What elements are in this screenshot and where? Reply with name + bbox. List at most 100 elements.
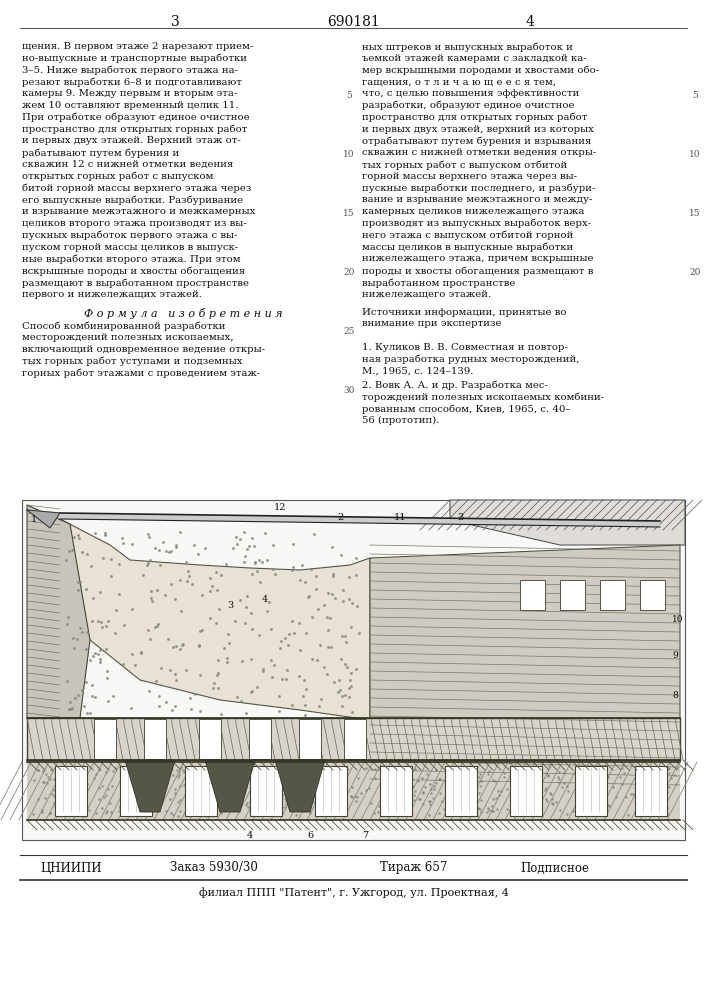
Text: 2: 2 <box>337 514 343 522</box>
Polygon shape <box>450 500 685 545</box>
Text: 9: 9 <box>672 650 678 660</box>
Text: разработки, образуют единое очистное: разработки, образуют единое очистное <box>362 101 575 110</box>
Text: производят из выпускных выработок верх-: производят из выпускных выработок верх- <box>362 219 591 229</box>
Text: ЦНИИПИ: ЦНИИПИ <box>40 861 102 874</box>
Polygon shape <box>27 505 90 718</box>
Text: 2. Вовк А. А. и др. Разработка мес-: 2. Вовк А. А. и др. Разработка мес- <box>362 380 548 390</box>
Bar <box>575 766 607 816</box>
Text: 10: 10 <box>689 150 701 159</box>
Text: 3: 3 <box>457 514 463 522</box>
Bar <box>94 719 116 759</box>
Text: его выпускные выработки. Разбуривание: его выпускные выработки. Разбуривание <box>22 195 243 205</box>
Bar <box>185 766 217 816</box>
Text: Способ комбинированной разработки: Способ комбинированной разработки <box>22 322 226 331</box>
Text: внимание при экспертизе: внимание при экспертизе <box>362 319 501 328</box>
Text: 8: 8 <box>672 690 678 700</box>
Text: 56 (прототип).: 56 (прототип). <box>362 416 440 425</box>
Text: 690181: 690181 <box>327 15 380 29</box>
Text: камерных целиков нижележащего этажа: камерных целиков нижележащего этажа <box>362 207 585 216</box>
Text: 10: 10 <box>344 150 355 159</box>
Text: 5: 5 <box>346 91 352 100</box>
Bar <box>344 719 366 759</box>
Polygon shape <box>27 510 60 528</box>
Text: 5: 5 <box>692 91 698 100</box>
Bar <box>635 766 667 816</box>
Text: камеры 9. Между первым и вторым эта-: камеры 9. Между первым и вторым эта- <box>22 89 238 98</box>
Text: открытых горных работ с выпуском: открытых горных работ с выпуском <box>22 172 214 181</box>
Text: что, с целью повышения эффективности: что, с целью повышения эффективности <box>362 89 579 98</box>
Bar <box>55 766 87 816</box>
Text: Тираж 657: Тираж 657 <box>380 861 448 874</box>
Text: скважин 12 с нижней отметки ведения: скважин 12 с нижней отметки ведения <box>22 160 233 169</box>
Text: первого и нижележащих этажей.: первого и нижележащих этажей. <box>22 290 202 299</box>
Text: 3–5. Ниже выработок первого этажа на-: 3–5. Ниже выработок первого этажа на- <box>22 66 238 75</box>
Text: 3: 3 <box>227 600 233 609</box>
Text: жем 10 оставляют временный целик 11.: жем 10 оставляют временный целик 11. <box>22 101 238 110</box>
Bar <box>520 580 545 610</box>
Text: ъемкой этажей камерами с закладкой ка-: ъемкой этажей камерами с закладкой ка- <box>362 54 587 63</box>
Text: но-выпускные и транспортные выработки: но-выпускные и транспортные выработки <box>22 54 247 63</box>
Bar <box>315 766 347 816</box>
Text: торождений полезных ископаемых комбини-: торождений полезных ископаемых комбини- <box>362 392 604 402</box>
Text: тых горных работ с выпуском отбитой: тых горных работ с выпуском отбитой <box>362 160 567 169</box>
Text: 10: 10 <box>672 615 684 624</box>
Text: пространство для открытых горных работ: пространство для открытых горных работ <box>362 113 588 122</box>
Bar <box>250 766 282 816</box>
Text: пространство для открытых горных работ: пространство для открытых горных работ <box>22 125 247 134</box>
Bar <box>640 580 665 610</box>
Text: размещают в выработанном пространстве: размещают в выработанном пространстве <box>22 278 249 288</box>
Text: пускных выработок первого этажа с вы-: пускных выработок первого этажа с вы- <box>22 231 238 240</box>
Text: него этажа с выпуском отбитой горной: него этажа с выпуском отбитой горной <box>362 231 573 240</box>
Text: При отработке образуют единое очистное: При отработке образуют единое очистное <box>22 113 250 122</box>
Text: гащения, о т л и ч а ю щ е е с я тем,: гащения, о т л и ч а ю щ е е с я тем, <box>362 77 556 86</box>
Polygon shape <box>370 545 680 760</box>
Text: ная разработка рудных месторождений,: ная разработка рудных месторождений, <box>362 355 580 364</box>
Text: 11: 11 <box>394 514 407 522</box>
Text: Заказ 5930/30: Заказ 5930/30 <box>170 861 258 874</box>
Text: целиков второго этажа производят из вы-: целиков второго этажа производят из вы- <box>22 219 247 228</box>
Text: скважин с нижней отметки ведения откры-: скважин с нижней отметки ведения откры- <box>362 148 596 157</box>
Text: включающий одновременное ведение откры-: включающий одновременное ведение откры- <box>22 345 265 354</box>
Text: пускные выработки последнего, и разбури-: пускные выработки последнего, и разбури- <box>362 184 595 193</box>
Text: 7: 7 <box>362 830 368 840</box>
Text: 4: 4 <box>525 15 534 29</box>
Text: и первых двух этажей, верхний из которых: и первых двух этажей, верхний из которых <box>362 125 594 134</box>
Text: массы целиков в выпускные выработки: массы целиков в выпускные выработки <box>362 243 573 252</box>
Text: М., 1965, с. 124–139.: М., 1965, с. 124–139. <box>362 367 474 376</box>
Polygon shape <box>60 513 660 527</box>
Bar <box>380 766 412 816</box>
Text: вскрышные породы и хвосты обогащения: вскрышные породы и хвосты обогащения <box>22 266 245 276</box>
Text: ных штреков и выпускных выработок и: ных штреков и выпускных выработок и <box>362 42 573 51</box>
Text: 3: 3 <box>170 15 180 29</box>
Text: 12: 12 <box>274 504 286 512</box>
Text: нижележащего этажа, причем вскрышные: нижележащего этажа, причем вскрышные <box>362 254 593 263</box>
Polygon shape <box>60 519 370 720</box>
Text: тых горных работ уступами и подземных: тых горных работ уступами и подземных <box>22 357 243 366</box>
Text: пуском горной массы целиков в выпуск-: пуском горной массы целиков в выпуск- <box>22 243 238 252</box>
Bar <box>27 762 680 820</box>
Text: 4: 4 <box>262 595 268 604</box>
Bar <box>249 719 271 759</box>
Text: 15: 15 <box>343 209 355 218</box>
Text: битой горной массы верхнего этажа через: битой горной массы верхнего этажа через <box>22 184 252 193</box>
Text: рованным способом, Киев, 1965, с. 40–: рованным способом, Киев, 1965, с. 40– <box>362 404 571 414</box>
Text: 15: 15 <box>689 209 701 218</box>
Text: рабатывают путем бурения и: рабатывают путем бурения и <box>22 148 180 158</box>
Text: 6: 6 <box>307 830 313 840</box>
Bar <box>299 719 321 759</box>
Text: Источники информации, принятые во: Источники информации, принятые во <box>362 308 566 317</box>
Text: и взрывание межэтажного и межкамерных: и взрывание межэтажного и межкамерных <box>22 207 255 216</box>
Text: выработанном пространстве: выработанном пространстве <box>362 278 515 288</box>
Bar <box>445 766 477 816</box>
Text: нижележащего этажей.: нижележащего этажей. <box>362 290 491 299</box>
Text: отрабатывают путем бурения и взрывания: отрабатывают путем бурения и взрывания <box>362 136 591 146</box>
Bar <box>120 766 152 816</box>
Text: щения. В первом этаже 2 нарезают прием-: щения. В первом этаже 2 нарезают прием- <box>22 42 253 51</box>
Bar <box>22 500 685 840</box>
Bar <box>199 719 221 759</box>
Text: 30: 30 <box>344 386 355 395</box>
Text: ные выработки второго этажа. При этом: ные выработки второго этажа. При этом <box>22 254 240 264</box>
Text: месторождений полезных ископаемых,: месторождений полезных ископаемых, <box>22 333 233 342</box>
Text: 1: 1 <box>31 516 37 524</box>
Text: 20: 20 <box>689 268 701 277</box>
